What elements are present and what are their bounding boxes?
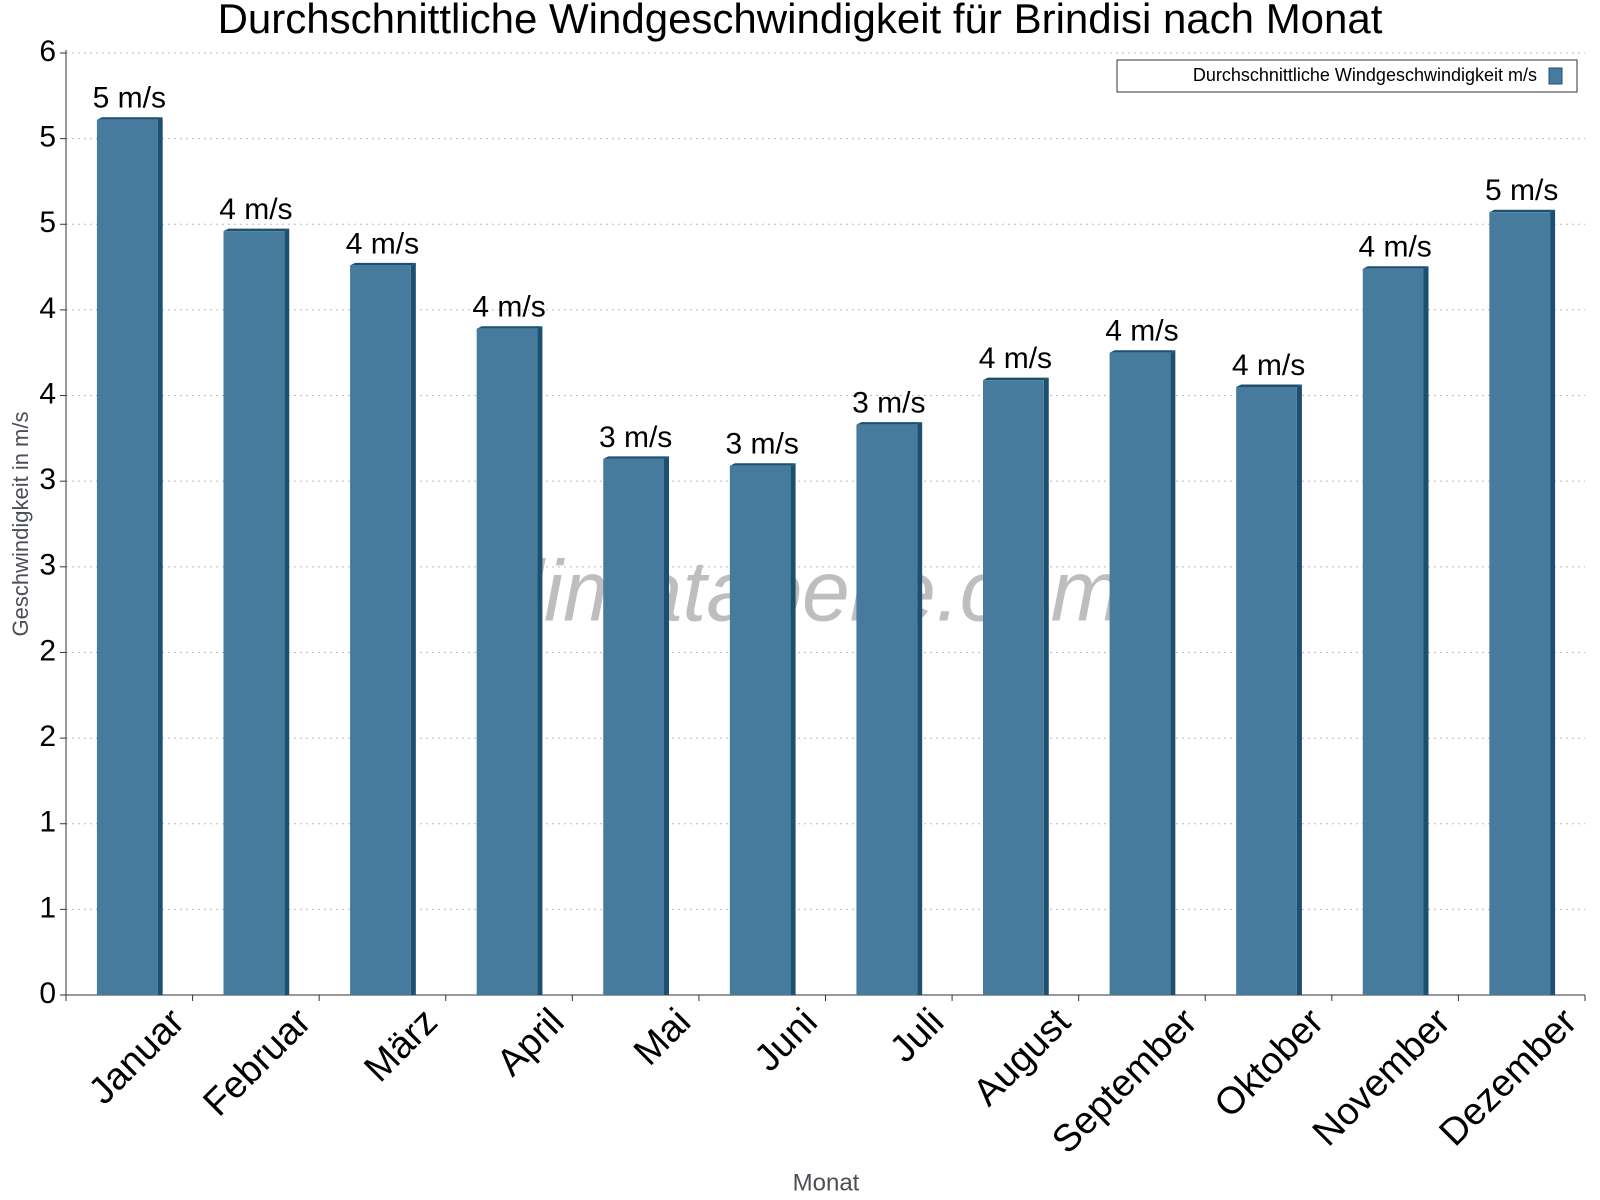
value-label: 3 m/s — [599, 421, 672, 454]
x-tick-label: März — [356, 1001, 445, 1090]
bar — [350, 265, 411, 995]
bar — [1236, 386, 1297, 995]
bar-side — [1296, 384, 1302, 995]
bar-side — [410, 262, 416, 995]
bar-side — [790, 463, 796, 995]
x-tick-label: Oktober — [1207, 1001, 1333, 1127]
bar-side — [1043, 377, 1049, 995]
y-tick-label: 3 — [39, 463, 56, 496]
bar-top — [96, 117, 163, 120]
value-label: 4 m/s — [1105, 315, 1178, 348]
y-tick-label: 1 — [39, 891, 56, 924]
bar — [856, 424, 918, 995]
y-tick-label: 3 — [39, 549, 56, 582]
value-label: 4 m/s — [346, 227, 419, 260]
x-tick-label: Januar — [81, 1001, 193, 1113]
bar-side — [157, 117, 163, 995]
bar-side — [284, 228, 290, 995]
bar-top — [1236, 384, 1302, 387]
bar-side — [917, 422, 923, 995]
bar-top — [856, 422, 923, 425]
chart-title: Durchschnittliche Windgeschwindigkeit fü… — [218, 0, 1383, 42]
bar-top — [1362, 266, 1429, 269]
bar-top — [350, 262, 416, 266]
y-tick-label: 2 — [39, 634, 56, 667]
value-label: 4 m/s — [1358, 231, 1431, 264]
bar-side — [1423, 266, 1429, 995]
legend-swatch — [1548, 67, 1563, 85]
x-tick-label: Mai — [626, 1001, 699, 1074]
y-axis-title: Geschwindigkeit in m/s — [8, 412, 33, 637]
bar — [1362, 268, 1424, 995]
bar — [1489, 212, 1551, 995]
bar-top — [603, 456, 670, 459]
bar — [729, 465, 791, 995]
value-label: 3 m/s — [852, 387, 925, 420]
bar-side — [537, 326, 543, 995]
value-label: 4 m/s — [472, 291, 545, 324]
bar — [223, 231, 285, 995]
bar-top — [982, 377, 1049, 381]
bar — [603, 458, 665, 995]
bar-top — [476, 326, 543, 329]
x-tick-label: April — [489, 1001, 572, 1084]
y-tick-label: 0 — [39, 977, 56, 1010]
bar — [1109, 352, 1171, 995]
x-tick-label: November — [1305, 1001, 1459, 1155]
x-tick-label: August — [965, 1000, 1079, 1114]
bar-side — [1170, 350, 1176, 995]
y-tick-label: 5 — [39, 206, 56, 239]
value-label: 5 m/s — [93, 82, 166, 115]
x-tick-label: Juli — [882, 1001, 952, 1071]
bar-side — [1550, 209, 1556, 995]
value-label: 4 m/s — [219, 193, 292, 226]
y-tick-label: 1 — [39, 806, 56, 839]
value-label: 4 m/s — [1232, 349, 1305, 382]
x-tick-label: Juni — [747, 1001, 826, 1080]
legend-label: Durchschnittliche Windgeschwindigkeit m/… — [1193, 65, 1537, 85]
value-label: 3 m/s — [726, 428, 799, 461]
bar-top — [1489, 209, 1556, 213]
bar-side — [664, 456, 670, 995]
bar — [96, 119, 158, 995]
bar — [476, 328, 538, 995]
x-axis-title: Monat — [793, 1169, 860, 1196]
bar-top — [1109, 350, 1176, 353]
y-tick-label: 4 — [39, 377, 56, 410]
bar-top — [223, 228, 290, 232]
value-label: 5 m/s — [1485, 174, 1558, 207]
y-tick-label: 5 — [39, 121, 56, 154]
bar — [982, 380, 1044, 995]
x-tick-label: Februar — [196, 1001, 320, 1125]
y-tick-label: 2 — [39, 720, 56, 753]
legend-box — [1116, 59, 1578, 93]
y-tick-label: 4 — [39, 292, 56, 325]
x-tick-label: Dezember — [1432, 1001, 1586, 1155]
y-tick-label: 6 — [39, 35, 56, 68]
bar-top — [729, 463, 796, 466]
value-label: 4 m/s — [979, 342, 1052, 375]
